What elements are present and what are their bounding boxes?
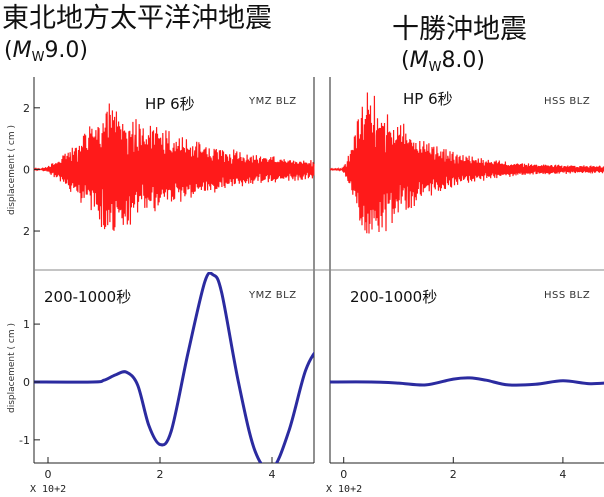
left-magnitude-value: 9.0) [44, 38, 89, 63]
left-lp-trace-group [34, 272, 314, 463]
left-top-ytick-label: 2 [23, 102, 30, 115]
right-lp-trace [330, 376, 604, 387]
left-bottom-ytick-label: -1 [19, 434, 30, 447]
right-xtick-label: 4 [559, 468, 566, 481]
left-xtick-label: 2 [157, 468, 164, 481]
left-bottom-ylabel: displacement ( cm ) [7, 323, 17, 413]
right-x-multiplier: X 10+2 [326, 484, 362, 495]
left-top-station-label: YMZ BLZ [248, 96, 297, 107]
left-panel-title: 東北地方太平洋沖地震 [2, 3, 272, 34]
left-xtick-label: 4 [269, 468, 276, 481]
right-magnitude-open-paren: ( [401, 48, 410, 73]
left-bottom-station-label: YMZ BLZ [248, 290, 297, 301]
left-magnitude-open-paren: ( [4, 38, 13, 63]
left-magnitude-subscript: W [31, 50, 45, 65]
left-x-multiplier: X 10+2 [30, 484, 66, 495]
right-magnitude-value: 8.0) [441, 48, 486, 73]
left-lp-trace [34, 272, 314, 463]
left-top-band-label: HP 6秒 [145, 95, 195, 113]
right-top-station-label: HSS BLZ [544, 96, 590, 107]
left-top-ylabel: displacement ( cm ) [7, 125, 17, 215]
right-hp-trace [329, 92, 604, 234]
right-xtick-label: 2 [450, 468, 457, 481]
left-bottom-ytick-label: 0 [23, 376, 30, 389]
right-bottom-band-label: 200-1000秒 [350, 288, 437, 306]
left-top-ytick-label: 2 [23, 225, 30, 238]
left-xtick-label: 0 [45, 468, 52, 481]
right-xtick-label: 0 [340, 468, 347, 481]
right-top-band-label: HP 6秒 [403, 90, 453, 108]
left-hp-trace [33, 103, 315, 231]
left-magnitude-symbol: M [12, 38, 32, 63]
left-top-ytick-label: 0 [23, 163, 30, 176]
left-bottom-band-label: 200-1000秒 [44, 288, 131, 306]
left-panel-magnitude: (MW9.0) [4, 38, 89, 65]
right-magnitude-symbol: M [409, 48, 429, 73]
right-bottom-station-label: HSS BLZ [544, 290, 590, 301]
right-panel-magnitude: (MW8.0) [401, 48, 486, 75]
right-magnitude-subscript: W [428, 60, 442, 75]
right-panel-title: 十勝沖地震 [392, 14, 527, 45]
left-bottom-ytick-label: 1 [23, 318, 30, 331]
right-lp-trace-group [330, 376, 604, 387]
